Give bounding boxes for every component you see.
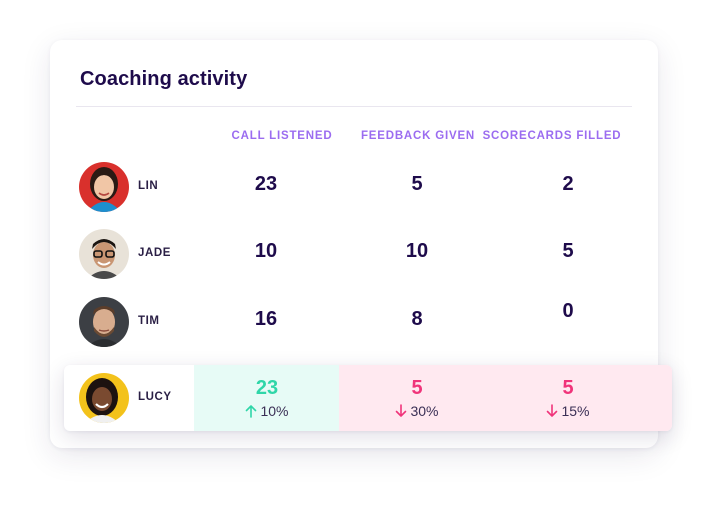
call-listened-value: 10 [254, 240, 278, 262]
table-row: LIN 23 5 2 [50, 157, 658, 217]
user-name: LIN [138, 180, 159, 192]
scorecards-filled-value: 2 [562, 173, 574, 195]
avatar-lin [79, 162, 129, 212]
call-listened-value: 16 [254, 308, 278, 330]
arrow-down-icon [547, 404, 558, 417]
scorecards-filled-value: 5 [562, 240, 574, 262]
feedback-given-value: 5 [411, 173, 423, 195]
scorecards-filled-value: 0 [562, 300, 574, 322]
column-header-feedback-given: FEEDBACK GIVEN [360, 130, 476, 142]
table-row: JADE 10 10 5 [50, 224, 658, 284]
arrow-up-icon [246, 405, 257, 418]
column-header-call-listened: CALL LISTENED [231, 130, 333, 142]
call-listened-delta: 10% [187, 403, 347, 419]
avatar-lucy [79, 373, 129, 423]
scorecards-filled-delta: 15% [488, 403, 648, 419]
user-name: LUCY [138, 391, 172, 403]
call-listened-cell-positive [194, 365, 339, 431]
call-listened-value: 23 [255, 377, 279, 399]
call-listened-value: 23 [254, 173, 278, 195]
table-row: TIM 16 8 0 [50, 292, 658, 352]
feedback-given-value: 10 [405, 240, 429, 262]
avatar-jade [79, 229, 129, 279]
scorecards-filled-value: 5 [562, 377, 574, 399]
user-name: TIM [138, 315, 160, 327]
user-name: JADE [138, 247, 172, 259]
negative-cells-background [339, 365, 672, 431]
feedback-given-value: 5 [411, 377, 423, 399]
avatar-tim [79, 297, 129, 347]
feedback-given-value: 8 [411, 308, 423, 330]
arrow-down-icon [396, 404, 407, 417]
card-title: Coaching activity [80, 68, 248, 90]
delta-text: 15% [561, 403, 590, 419]
delta-text: 30% [410, 403, 439, 419]
feedback-given-delta: 30% [337, 403, 497, 419]
column-header-scorecards-filled: SCORECARDS FILLED [482, 130, 622, 142]
delta-text: 10% [260, 403, 289, 419]
highlighted-row: LUCY 23 10% 5 30% 5 15% [64, 365, 672, 431]
title-divider [76, 106, 632, 107]
